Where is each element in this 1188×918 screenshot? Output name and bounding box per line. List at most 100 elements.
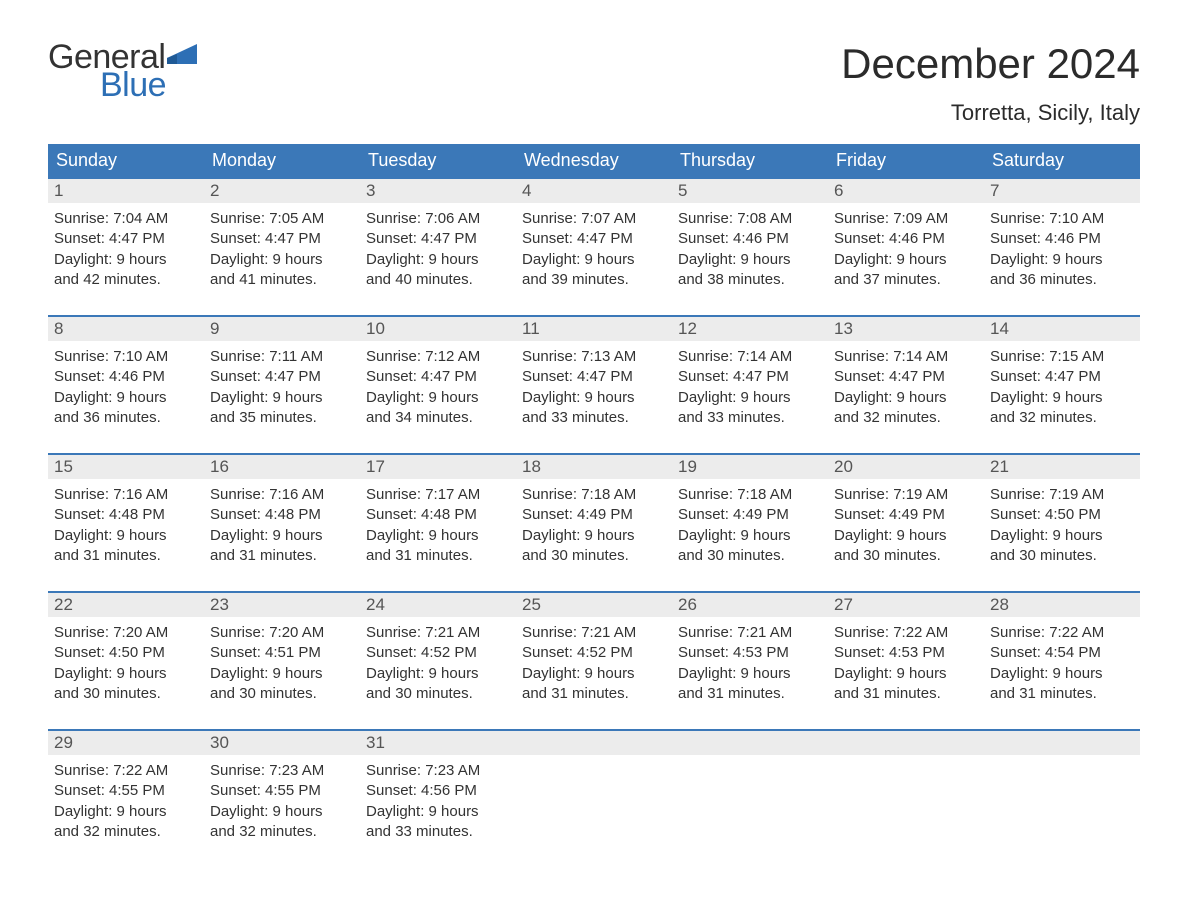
week-row: 29Sunrise: 7:22 AMSunset: 4:55 PMDayligh… [48, 729, 1140, 851]
sunrise-text: Sunrise: 7:23 AM [366, 761, 510, 781]
day-number: 24 [360, 593, 516, 617]
day-content: Sunrise: 7:22 AMSunset: 4:54 PMDaylight:… [984, 617, 1140, 708]
day-cell: 27Sunrise: 7:22 AMSunset: 4:53 PMDayligh… [828, 593, 984, 713]
week-row: 8Sunrise: 7:10 AMSunset: 4:46 PMDaylight… [48, 315, 1140, 437]
logo-flag-icon [167, 44, 197, 68]
daylight-text-1: Daylight: 9 hours [210, 664, 354, 684]
day-content: Sunrise: 7:19 AMSunset: 4:49 PMDaylight:… [828, 479, 984, 570]
day-cell: 31Sunrise: 7:23 AMSunset: 4:56 PMDayligh… [360, 731, 516, 851]
day-number: 16 [204, 455, 360, 479]
day-content: Sunrise: 7:18 AMSunset: 4:49 PMDaylight:… [516, 479, 672, 570]
sunrise-text: Sunrise: 7:22 AM [54, 761, 198, 781]
day-content: Sunrise: 7:08 AMSunset: 4:46 PMDaylight:… [672, 203, 828, 294]
daylight-text-2: and 38 minutes. [678, 270, 822, 290]
day-cell: 16Sunrise: 7:16 AMSunset: 4:48 PMDayligh… [204, 455, 360, 575]
sunrise-text: Sunrise: 7:07 AM [522, 209, 666, 229]
sunset-text: Sunset: 4:46 PM [990, 229, 1134, 249]
day-number: 14 [984, 317, 1140, 341]
daylight-text-2: and 31 minutes. [678, 684, 822, 704]
sunset-text: Sunset: 4:56 PM [366, 781, 510, 801]
daylight-text-2: and 35 minutes. [210, 408, 354, 428]
daylight-text-1: Daylight: 9 hours [522, 664, 666, 684]
sunset-text: Sunset: 4:46 PM [678, 229, 822, 249]
sunrise-text: Sunrise: 7:04 AM [54, 209, 198, 229]
sunset-text: Sunset: 4:47 PM [678, 367, 822, 387]
sunset-text: Sunset: 4:47 PM [210, 367, 354, 387]
day-cell: 14Sunrise: 7:15 AMSunset: 4:47 PMDayligh… [984, 317, 1140, 437]
daylight-text-2: and 33 minutes. [678, 408, 822, 428]
daylight-text-2: and 30 minutes. [834, 546, 978, 566]
daylight-text-1: Daylight: 9 hours [678, 250, 822, 270]
sunrise-text: Sunrise: 7:11 AM [210, 347, 354, 367]
day-content: Sunrise: 7:04 AMSunset: 4:47 PMDaylight:… [48, 203, 204, 294]
daylight-text-1: Daylight: 9 hours [522, 250, 666, 270]
day-number [984, 731, 1140, 755]
day-number: 9 [204, 317, 360, 341]
daylight-text-1: Daylight: 9 hours [834, 388, 978, 408]
sunrise-text: Sunrise: 7:19 AM [990, 485, 1134, 505]
day-content: Sunrise: 7:17 AMSunset: 4:48 PMDaylight:… [360, 479, 516, 570]
sunset-text: Sunset: 4:52 PM [366, 643, 510, 663]
daylight-text-2: and 33 minutes. [366, 822, 510, 842]
daylight-text-1: Daylight: 9 hours [366, 388, 510, 408]
day-cell: 10Sunrise: 7:12 AMSunset: 4:47 PMDayligh… [360, 317, 516, 437]
day-content: Sunrise: 7:22 AMSunset: 4:53 PMDaylight:… [828, 617, 984, 708]
daylight-text-1: Daylight: 9 hours [54, 526, 198, 546]
sunset-text: Sunset: 4:47 PM [990, 367, 1134, 387]
sunset-text: Sunset: 4:53 PM [678, 643, 822, 663]
sunrise-text: Sunrise: 7:14 AM [678, 347, 822, 367]
day-number: 15 [48, 455, 204, 479]
day-cell: 13Sunrise: 7:14 AMSunset: 4:47 PMDayligh… [828, 317, 984, 437]
daylight-text-2: and 36 minutes. [990, 270, 1134, 290]
day-content: Sunrise: 7:21 AMSunset: 4:52 PMDaylight:… [360, 617, 516, 708]
day-number: 20 [828, 455, 984, 479]
day-cell: 17Sunrise: 7:17 AMSunset: 4:48 PMDayligh… [360, 455, 516, 575]
sunrise-text: Sunrise: 7:18 AM [678, 485, 822, 505]
sunrise-text: Sunrise: 7:14 AM [834, 347, 978, 367]
logo-word-blue: Blue [100, 68, 166, 102]
day-cell: 22Sunrise: 7:20 AMSunset: 4:50 PMDayligh… [48, 593, 204, 713]
day-content: Sunrise: 7:06 AMSunset: 4:47 PMDaylight:… [360, 203, 516, 294]
day-content: Sunrise: 7:21 AMSunset: 4:53 PMDaylight:… [672, 617, 828, 708]
day-number: 11 [516, 317, 672, 341]
day-number: 5 [672, 179, 828, 203]
day-cell: 5Sunrise: 7:08 AMSunset: 4:46 PMDaylight… [672, 179, 828, 299]
day-number: 27 [828, 593, 984, 617]
sunrise-text: Sunrise: 7:21 AM [366, 623, 510, 643]
day-number: 3 [360, 179, 516, 203]
day-cell [828, 731, 984, 851]
day-number: 31 [360, 731, 516, 755]
weekday-header-row: Sunday Monday Tuesday Wednesday Thursday… [48, 144, 1140, 177]
sunrise-text: Sunrise: 7:13 AM [522, 347, 666, 367]
sunset-text: Sunset: 4:50 PM [990, 505, 1134, 525]
day-content: Sunrise: 7:16 AMSunset: 4:48 PMDaylight:… [204, 479, 360, 570]
sunset-text: Sunset: 4:47 PM [522, 367, 666, 387]
day-content: Sunrise: 7:07 AMSunset: 4:47 PMDaylight:… [516, 203, 672, 294]
day-cell [672, 731, 828, 851]
daylight-text-2: and 37 minutes. [834, 270, 978, 290]
daylight-text-1: Daylight: 9 hours [366, 526, 510, 546]
week-row: 1Sunrise: 7:04 AMSunset: 4:47 PMDaylight… [48, 177, 1140, 299]
daylight-text-2: and 32 minutes. [990, 408, 1134, 428]
daylight-text-1: Daylight: 9 hours [210, 526, 354, 546]
daylight-text-2: and 32 minutes. [210, 822, 354, 842]
daylight-text-1: Daylight: 9 hours [990, 388, 1134, 408]
day-cell: 26Sunrise: 7:21 AMSunset: 4:53 PMDayligh… [672, 593, 828, 713]
day-content: Sunrise: 7:10 AMSunset: 4:46 PMDaylight:… [48, 341, 204, 432]
sunset-text: Sunset: 4:46 PM [834, 229, 978, 249]
day-content: Sunrise: 7:21 AMSunset: 4:52 PMDaylight:… [516, 617, 672, 708]
day-content: Sunrise: 7:23 AMSunset: 4:56 PMDaylight:… [360, 755, 516, 846]
sunrise-text: Sunrise: 7:16 AM [210, 485, 354, 505]
day-number: 23 [204, 593, 360, 617]
day-cell: 15Sunrise: 7:16 AMSunset: 4:48 PMDayligh… [48, 455, 204, 575]
daylight-text-2: and 32 minutes. [54, 822, 198, 842]
day-content: Sunrise: 7:18 AMSunset: 4:49 PMDaylight:… [672, 479, 828, 570]
daylight-text-2: and 31 minutes. [54, 546, 198, 566]
sunset-text: Sunset: 4:51 PM [210, 643, 354, 663]
daylight-text-1: Daylight: 9 hours [54, 250, 198, 270]
sunrise-text: Sunrise: 7:22 AM [990, 623, 1134, 643]
day-cell: 9Sunrise: 7:11 AMSunset: 4:47 PMDaylight… [204, 317, 360, 437]
daylight-text-1: Daylight: 9 hours [678, 388, 822, 408]
day-cell: 7Sunrise: 7:10 AMSunset: 4:46 PMDaylight… [984, 179, 1140, 299]
day-cell [516, 731, 672, 851]
